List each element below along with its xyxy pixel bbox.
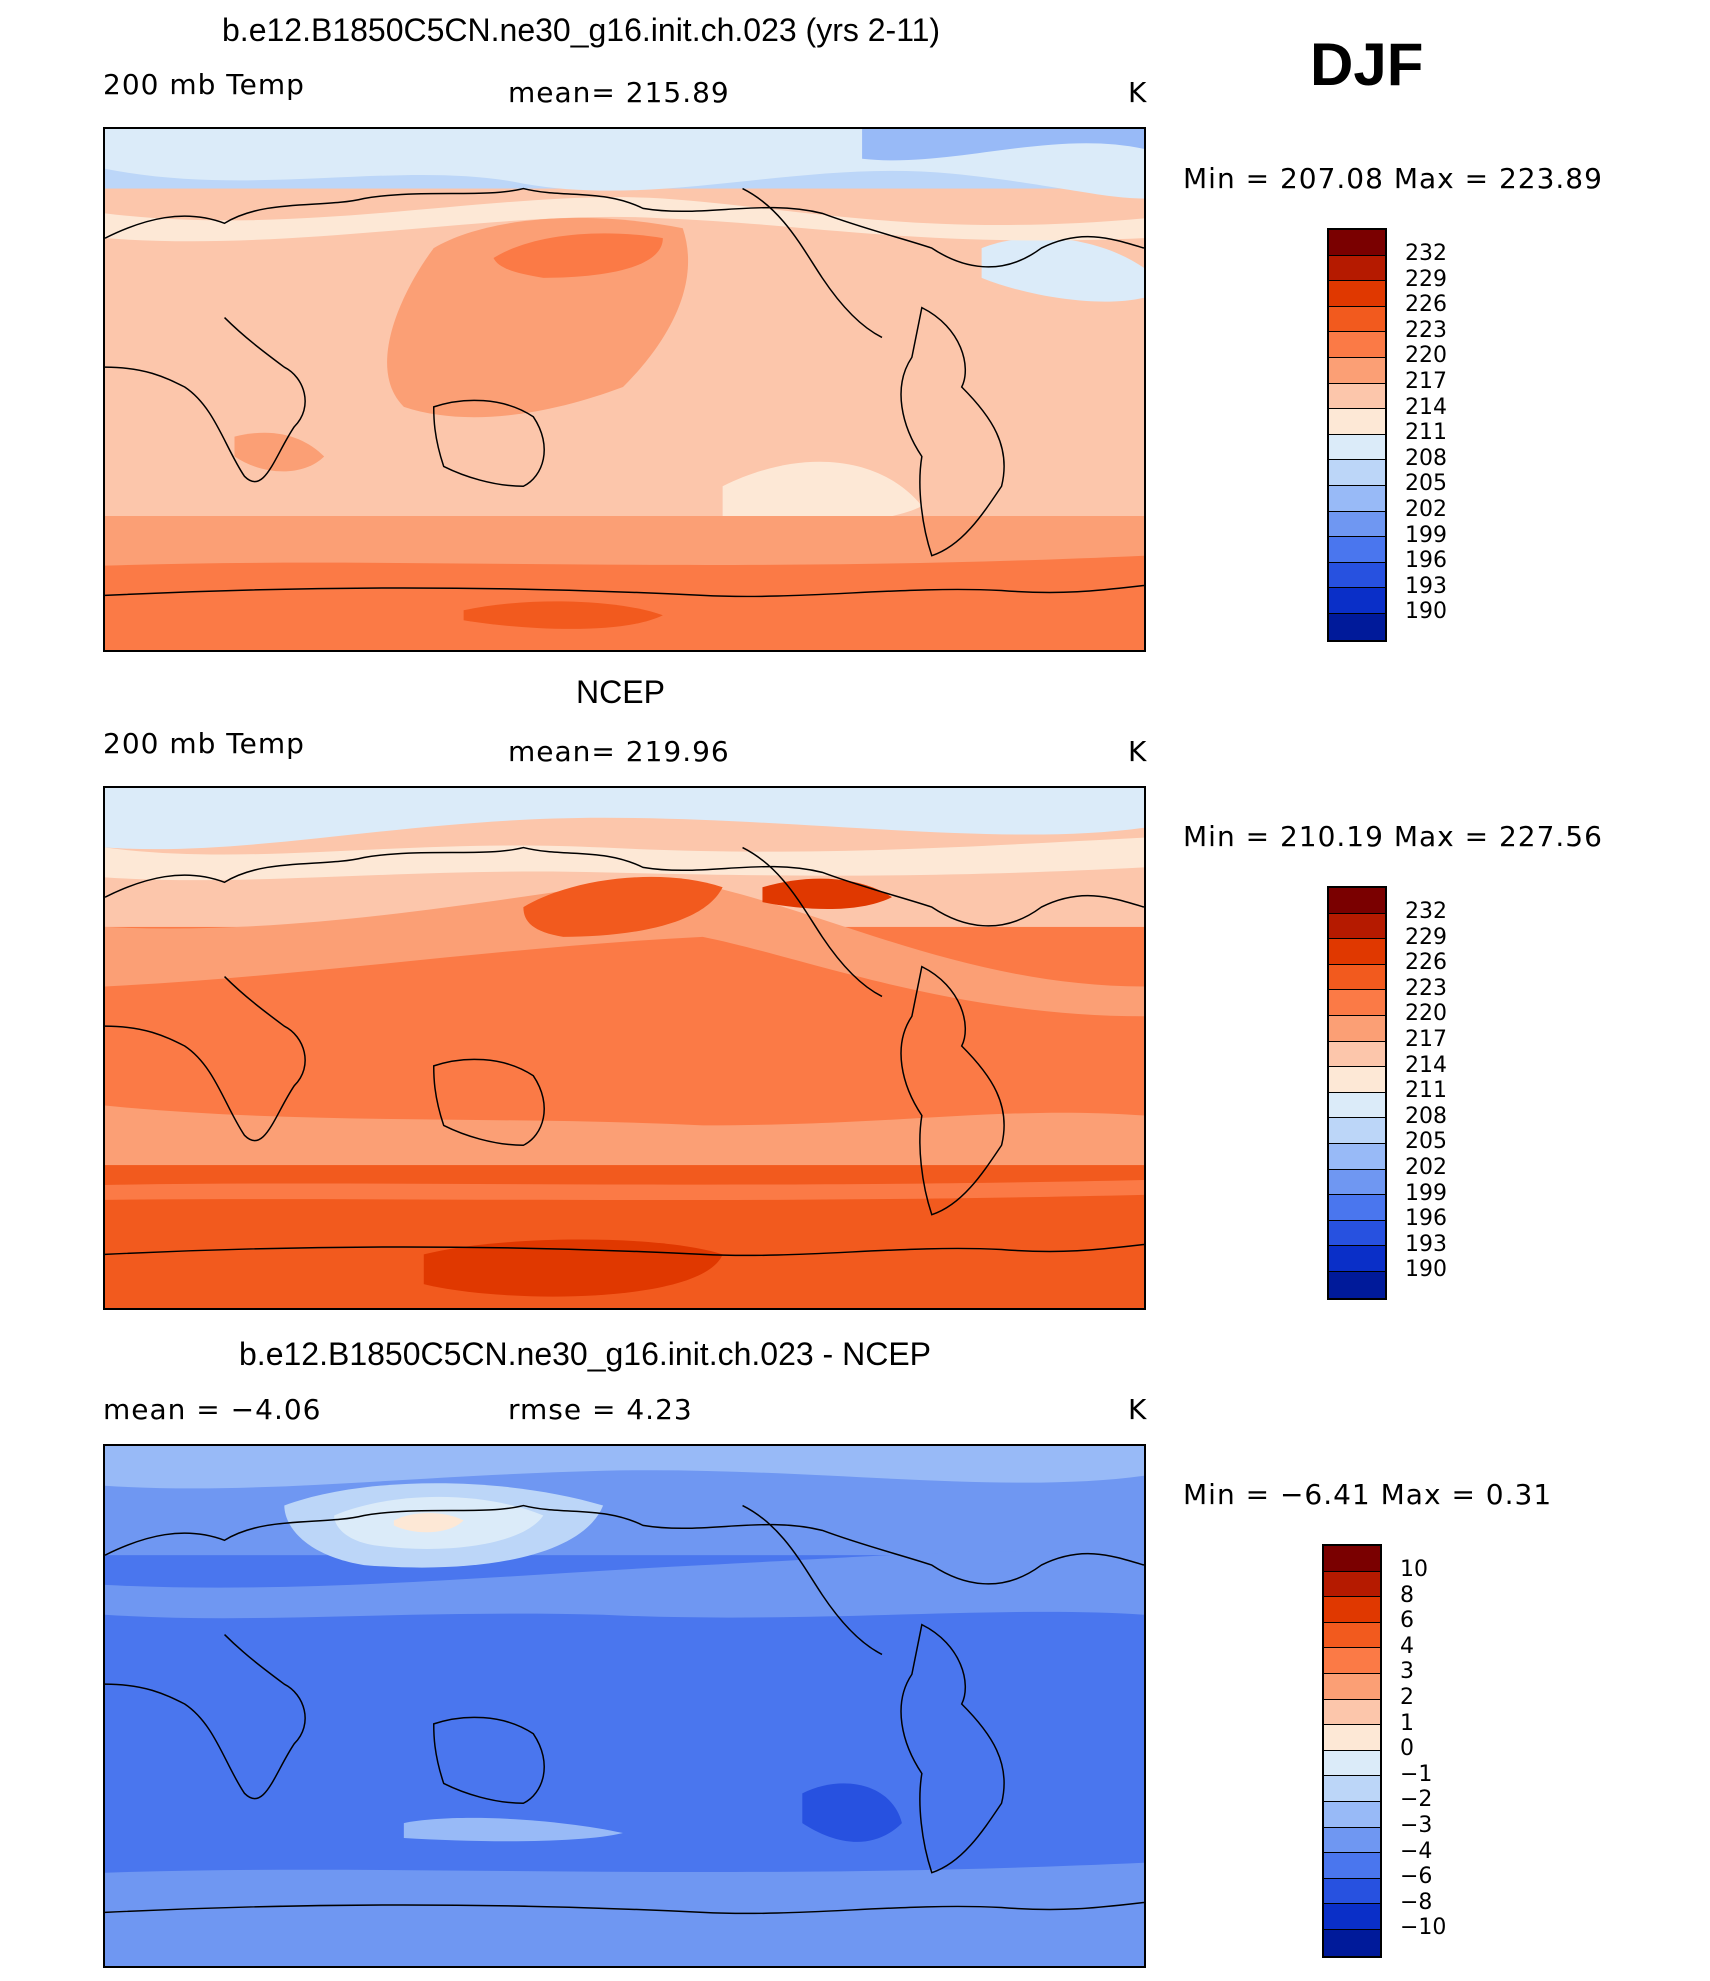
colorbar-tick: 229 bbox=[1405, 924, 1447, 950]
colorbar-tick: 8 bbox=[1400, 1582, 1414, 1608]
panel-1-variable-label: 200 mb Temp bbox=[103, 68, 305, 101]
season-label: DJF bbox=[1310, 31, 1424, 98]
colorbar-tick: 196 bbox=[1405, 1206, 1447, 1232]
colorbar-tick: 6 bbox=[1400, 1608, 1414, 1634]
colorbar-tick: 199 bbox=[1405, 1180, 1447, 1206]
panel-1-contours bbox=[105, 129, 1144, 650]
panel-2-units: K bbox=[1128, 735, 1148, 768]
panel-3-colorbar bbox=[1322, 1544, 1382, 1958]
colorbar-tick: 208 bbox=[1405, 445, 1447, 471]
colorbar-tick: 217 bbox=[1405, 1026, 1447, 1052]
panel-2-colorbar-ticks: 232 229 226 223 220 217 214 211 208 205 … bbox=[1405, 899, 1447, 1283]
panel-1-title: b.e12.B1850C5CN.ne30_g16.init.ch.023 (yr… bbox=[222, 12, 941, 48]
colorbar-tick: 214 bbox=[1405, 394, 1447, 420]
colorbar-tick: 1 bbox=[1400, 1710, 1414, 1736]
colorbar-tick: 211 bbox=[1405, 1078, 1447, 1104]
panel-3-rmse-label: rmse = 4.23 bbox=[508, 1393, 693, 1426]
colorbar-tick: 223 bbox=[1405, 317, 1447, 343]
colorbar-tick: 205 bbox=[1405, 471, 1447, 497]
colorbar-tick: 10 bbox=[1400, 1557, 1428, 1582]
colorbar-tick: 208 bbox=[1405, 1103, 1447, 1129]
colorbar-tick: 190 bbox=[1405, 599, 1447, 625]
colorbar-tick: 4 bbox=[1400, 1633, 1414, 1659]
colorbar-tick: −1 bbox=[1400, 1761, 1433, 1787]
panel-3-coastlines bbox=[105, 1504, 1144, 1915]
panel-1-mean-label: mean= 215.89 bbox=[508, 76, 730, 109]
colorbar-tick: 2 bbox=[1400, 1684, 1414, 1710]
panel-1-min-max: Min = 207.08 Max = 223.89 bbox=[1183, 162, 1603, 195]
panel-1-map bbox=[103, 127, 1146, 652]
colorbar-tick: 3 bbox=[1400, 1659, 1414, 1685]
panel-3-min-max: Min = −6.41 Max = 0.31 bbox=[1183, 1478, 1553, 1511]
colorbar-tick: −8 bbox=[1400, 1889, 1433, 1915]
panel-2-title: NCEP bbox=[576, 674, 665, 710]
colorbar-tick: 199 bbox=[1405, 522, 1447, 548]
panel-2-map bbox=[103, 786, 1146, 1310]
panel-3-colorbar-ticks: 10 8 6 4 3 2 1 0 −1 −2 −3 −4 −6 −8 −10 bbox=[1400, 1557, 1446, 1941]
colorbar-tick: 190 bbox=[1405, 1257, 1447, 1283]
colorbar-tick: −4 bbox=[1400, 1838, 1433, 1864]
colorbar-tick: −6 bbox=[1400, 1864, 1433, 1890]
panel-2-contours bbox=[105, 788, 1144, 1308]
panel-1-colorbar bbox=[1327, 228, 1387, 642]
colorbar-tick: 226 bbox=[1405, 292, 1447, 318]
colorbar-tick: 196 bbox=[1405, 548, 1447, 574]
colorbar-tick: 202 bbox=[1405, 496, 1447, 522]
colorbar-tick: −3 bbox=[1400, 1812, 1433, 1838]
colorbar-tick: 193 bbox=[1405, 573, 1447, 599]
colorbar-tick: 232 bbox=[1405, 241, 1447, 266]
panel-1-coastlines bbox=[105, 187, 1144, 598]
panel-1-units: K bbox=[1128, 76, 1148, 109]
colorbar-tick: 226 bbox=[1405, 950, 1447, 976]
panel-2-variable-label: 200 mb Temp bbox=[103, 727, 305, 760]
colorbar-tick: −2 bbox=[1400, 1787, 1433, 1813]
colorbar-tick: 214 bbox=[1405, 1052, 1447, 1078]
panel-3-title: b.e12.B1850C5CN.ne30_g16.init.ch.023 - N… bbox=[239, 1336, 931, 1372]
panel-3-units: K bbox=[1128, 1393, 1148, 1426]
panel-1-colorbar-ticks: 232 229 226 223 220 217 214 211 208 205 … bbox=[1405, 241, 1447, 625]
colorbar-tick: 193 bbox=[1405, 1231, 1447, 1257]
panel-2-min-max: Min = 210.19 Max = 227.56 bbox=[1183, 820, 1603, 853]
colorbar-tick: 0 bbox=[1400, 1736, 1414, 1762]
colorbar-tick: 232 bbox=[1405, 899, 1447, 924]
colorbar-tick: −10 bbox=[1400, 1915, 1447, 1941]
panel-2-mean-label: mean= 219.96 bbox=[508, 735, 730, 768]
colorbar-tick: 202 bbox=[1405, 1154, 1447, 1180]
panel-2-coastlines bbox=[105, 846, 1144, 1257]
colorbar-tick: 211 bbox=[1405, 420, 1447, 446]
colorbar-tick: 229 bbox=[1405, 266, 1447, 292]
panel-3-map bbox=[103, 1444, 1146, 1968]
panel-3-contours bbox=[105, 1446, 1144, 1966]
colorbar-tick: 205 bbox=[1405, 1129, 1447, 1155]
panel-2-colorbar bbox=[1327, 886, 1387, 1300]
colorbar-tick: 220 bbox=[1405, 343, 1447, 369]
colorbar-tick: 217 bbox=[1405, 368, 1447, 394]
colorbar-tick: 220 bbox=[1405, 1001, 1447, 1027]
panel-3-mean-label: mean = −4.06 bbox=[103, 1393, 322, 1426]
colorbar-tick: 223 bbox=[1405, 975, 1447, 1001]
